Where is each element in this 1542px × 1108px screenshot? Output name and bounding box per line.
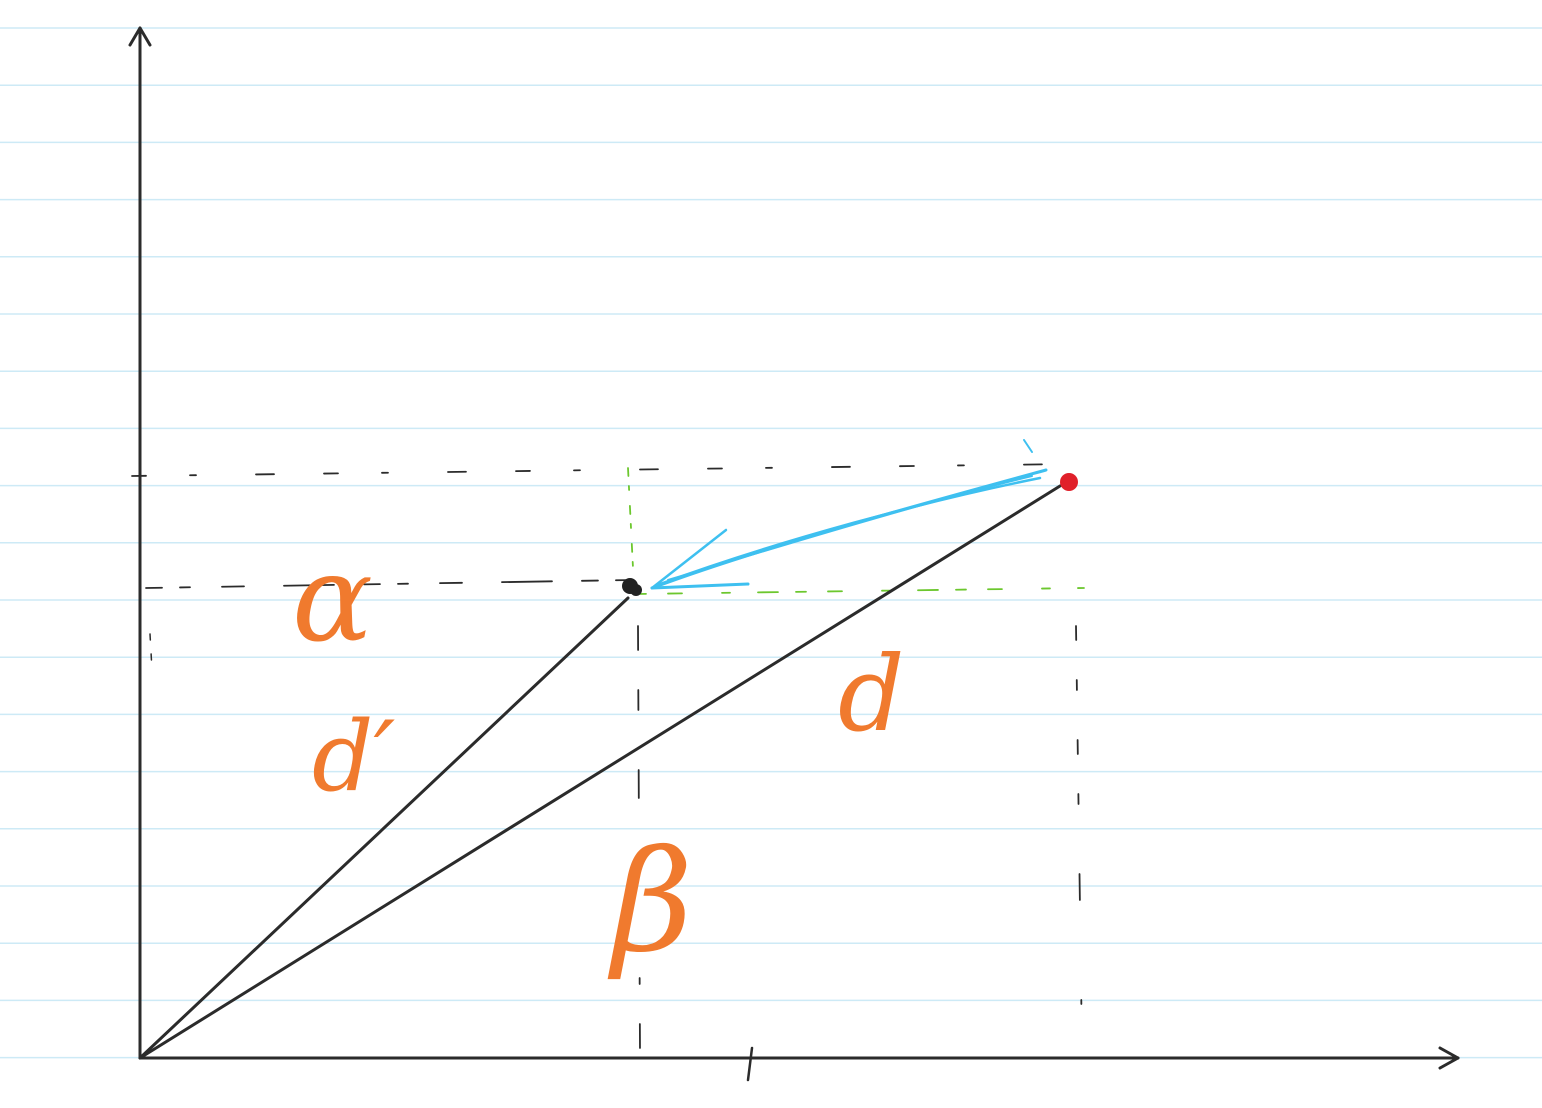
notebook-ruled-lines <box>0 27 1542 1059</box>
vertical-guide-beta <box>637 625 641 1055</box>
points <box>622 473 1078 596</box>
green-vertical-guide <box>627 467 635 589</box>
labels: α d′ d β <box>292 530 905 984</box>
horizontal-guide-lower <box>145 579 633 589</box>
green-guide-lines <box>627 467 1085 595</box>
x-axis-tick <box>746 1046 754 1082</box>
vector-arrowhead-upper <box>650 528 728 590</box>
label-alpha: α <box>292 530 373 669</box>
vertical-guide-right <box>1075 625 1083 1051</box>
left-small-guide <box>149 633 153 671</box>
label-d-prime: d′ <box>312 701 395 813</box>
black-guide-lines <box>131 463 1083 1055</box>
line-d <box>138 484 1062 1060</box>
vector-shaft-3 <box>667 475 1033 581</box>
label-d: d <box>838 633 905 755</box>
vector-tail-tick <box>1023 439 1033 453</box>
x-axis-arrowhead <box>1438 1046 1460 1070</box>
blue-vector <box>650 439 1048 590</box>
horizontal-guide-upper <box>131 463 1073 477</box>
origin-lines <box>138 484 1062 1060</box>
axes <box>128 26 1460 1082</box>
line-d-prime <box>138 596 630 1060</box>
green-horizontal-guide <box>635 587 1085 595</box>
point-black-overdraw <box>630 584 642 596</box>
vector-arrowhead-lower <box>650 582 750 590</box>
y-axis-arrowhead <box>128 26 152 47</box>
vector-shaft-2 <box>658 476 1042 586</box>
point-red <box>1060 473 1078 491</box>
label-beta: β <box>607 821 693 984</box>
